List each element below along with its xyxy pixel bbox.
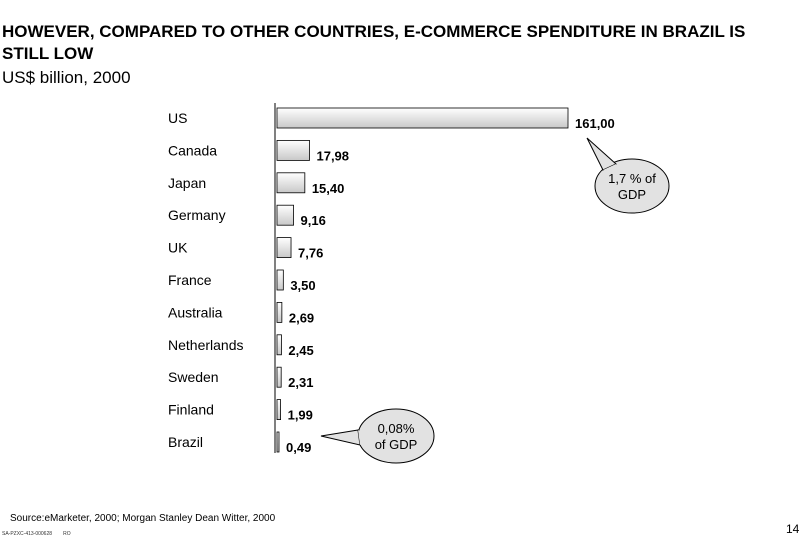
category-label: UK [168, 240, 188, 256]
bar-japan [276, 172, 306, 194]
data-label: 1,99 [288, 408, 313, 423]
data-label: 161,00 [575, 116, 615, 131]
bar-canada [276, 139, 310, 161]
data-label: 7,76 [298, 246, 323, 261]
callout-text: 0,08% [378, 421, 415, 436]
callout-text: GDP [618, 187, 646, 202]
category-label: Finland [168, 402, 214, 418]
data-label: 2,69 [289, 310, 314, 325]
category-label: France [168, 272, 212, 288]
data-label: 0,49 [286, 440, 311, 455]
author-initials: RO [63, 531, 71, 537]
bar-uk [276, 237, 292, 259]
category-label: Japan [168, 175, 206, 191]
data-label: 2,31 [288, 375, 313, 390]
bar-germany [276, 204, 294, 226]
callout-bubble [594, 158, 670, 214]
bar-netherlands [276, 334, 282, 356]
category-label: Australia [168, 304, 223, 320]
callout-pointer [320, 429, 361, 446]
callout-text: 1,7 % of [608, 171, 656, 186]
callout-pointer [586, 137, 617, 171]
bar-sweden [276, 366, 282, 388]
data-label: 2,45 [288, 343, 313, 358]
callout-text: of GDP [375, 437, 418, 452]
callout-bubble [357, 408, 435, 464]
data-label: 9,16 [301, 213, 326, 228]
page-title: HOWEVER, COMPARED TO OTHER COUNTRIES, E-… [2, 22, 746, 63]
data-label: 17,98 [316, 148, 349, 163]
bar-australia [276, 301, 283, 323]
category-label: Netherlands [168, 337, 244, 353]
bar-finland [276, 399, 281, 421]
bar-brazil [276, 431, 280, 453]
data-label: 3,50 [290, 278, 315, 293]
source-note: Source:eMarketer, 2000; Morgan Stanley D… [10, 513, 276, 524]
category-label: Brazil [168, 434, 203, 450]
category-label: Canada [168, 142, 217, 158]
data-label: 15,40 [312, 181, 345, 196]
page-number: 14 [786, 522, 800, 536]
document-code: SA-PZXC-413-000628 RO [2, 531, 71, 537]
category-label: US [168, 110, 187, 126]
chart-subtitle: US$ billion, 2000 [2, 68, 131, 87]
category-label: Germany [168, 207, 226, 223]
bar-france [276, 269, 284, 291]
gdp-callout: 0,08%of GDP [320, 408, 435, 464]
category-label: Sweden [168, 369, 219, 385]
bar-us [276, 107, 569, 129]
document-id: SA-PZXC-413-000628 [2, 531, 53, 537]
